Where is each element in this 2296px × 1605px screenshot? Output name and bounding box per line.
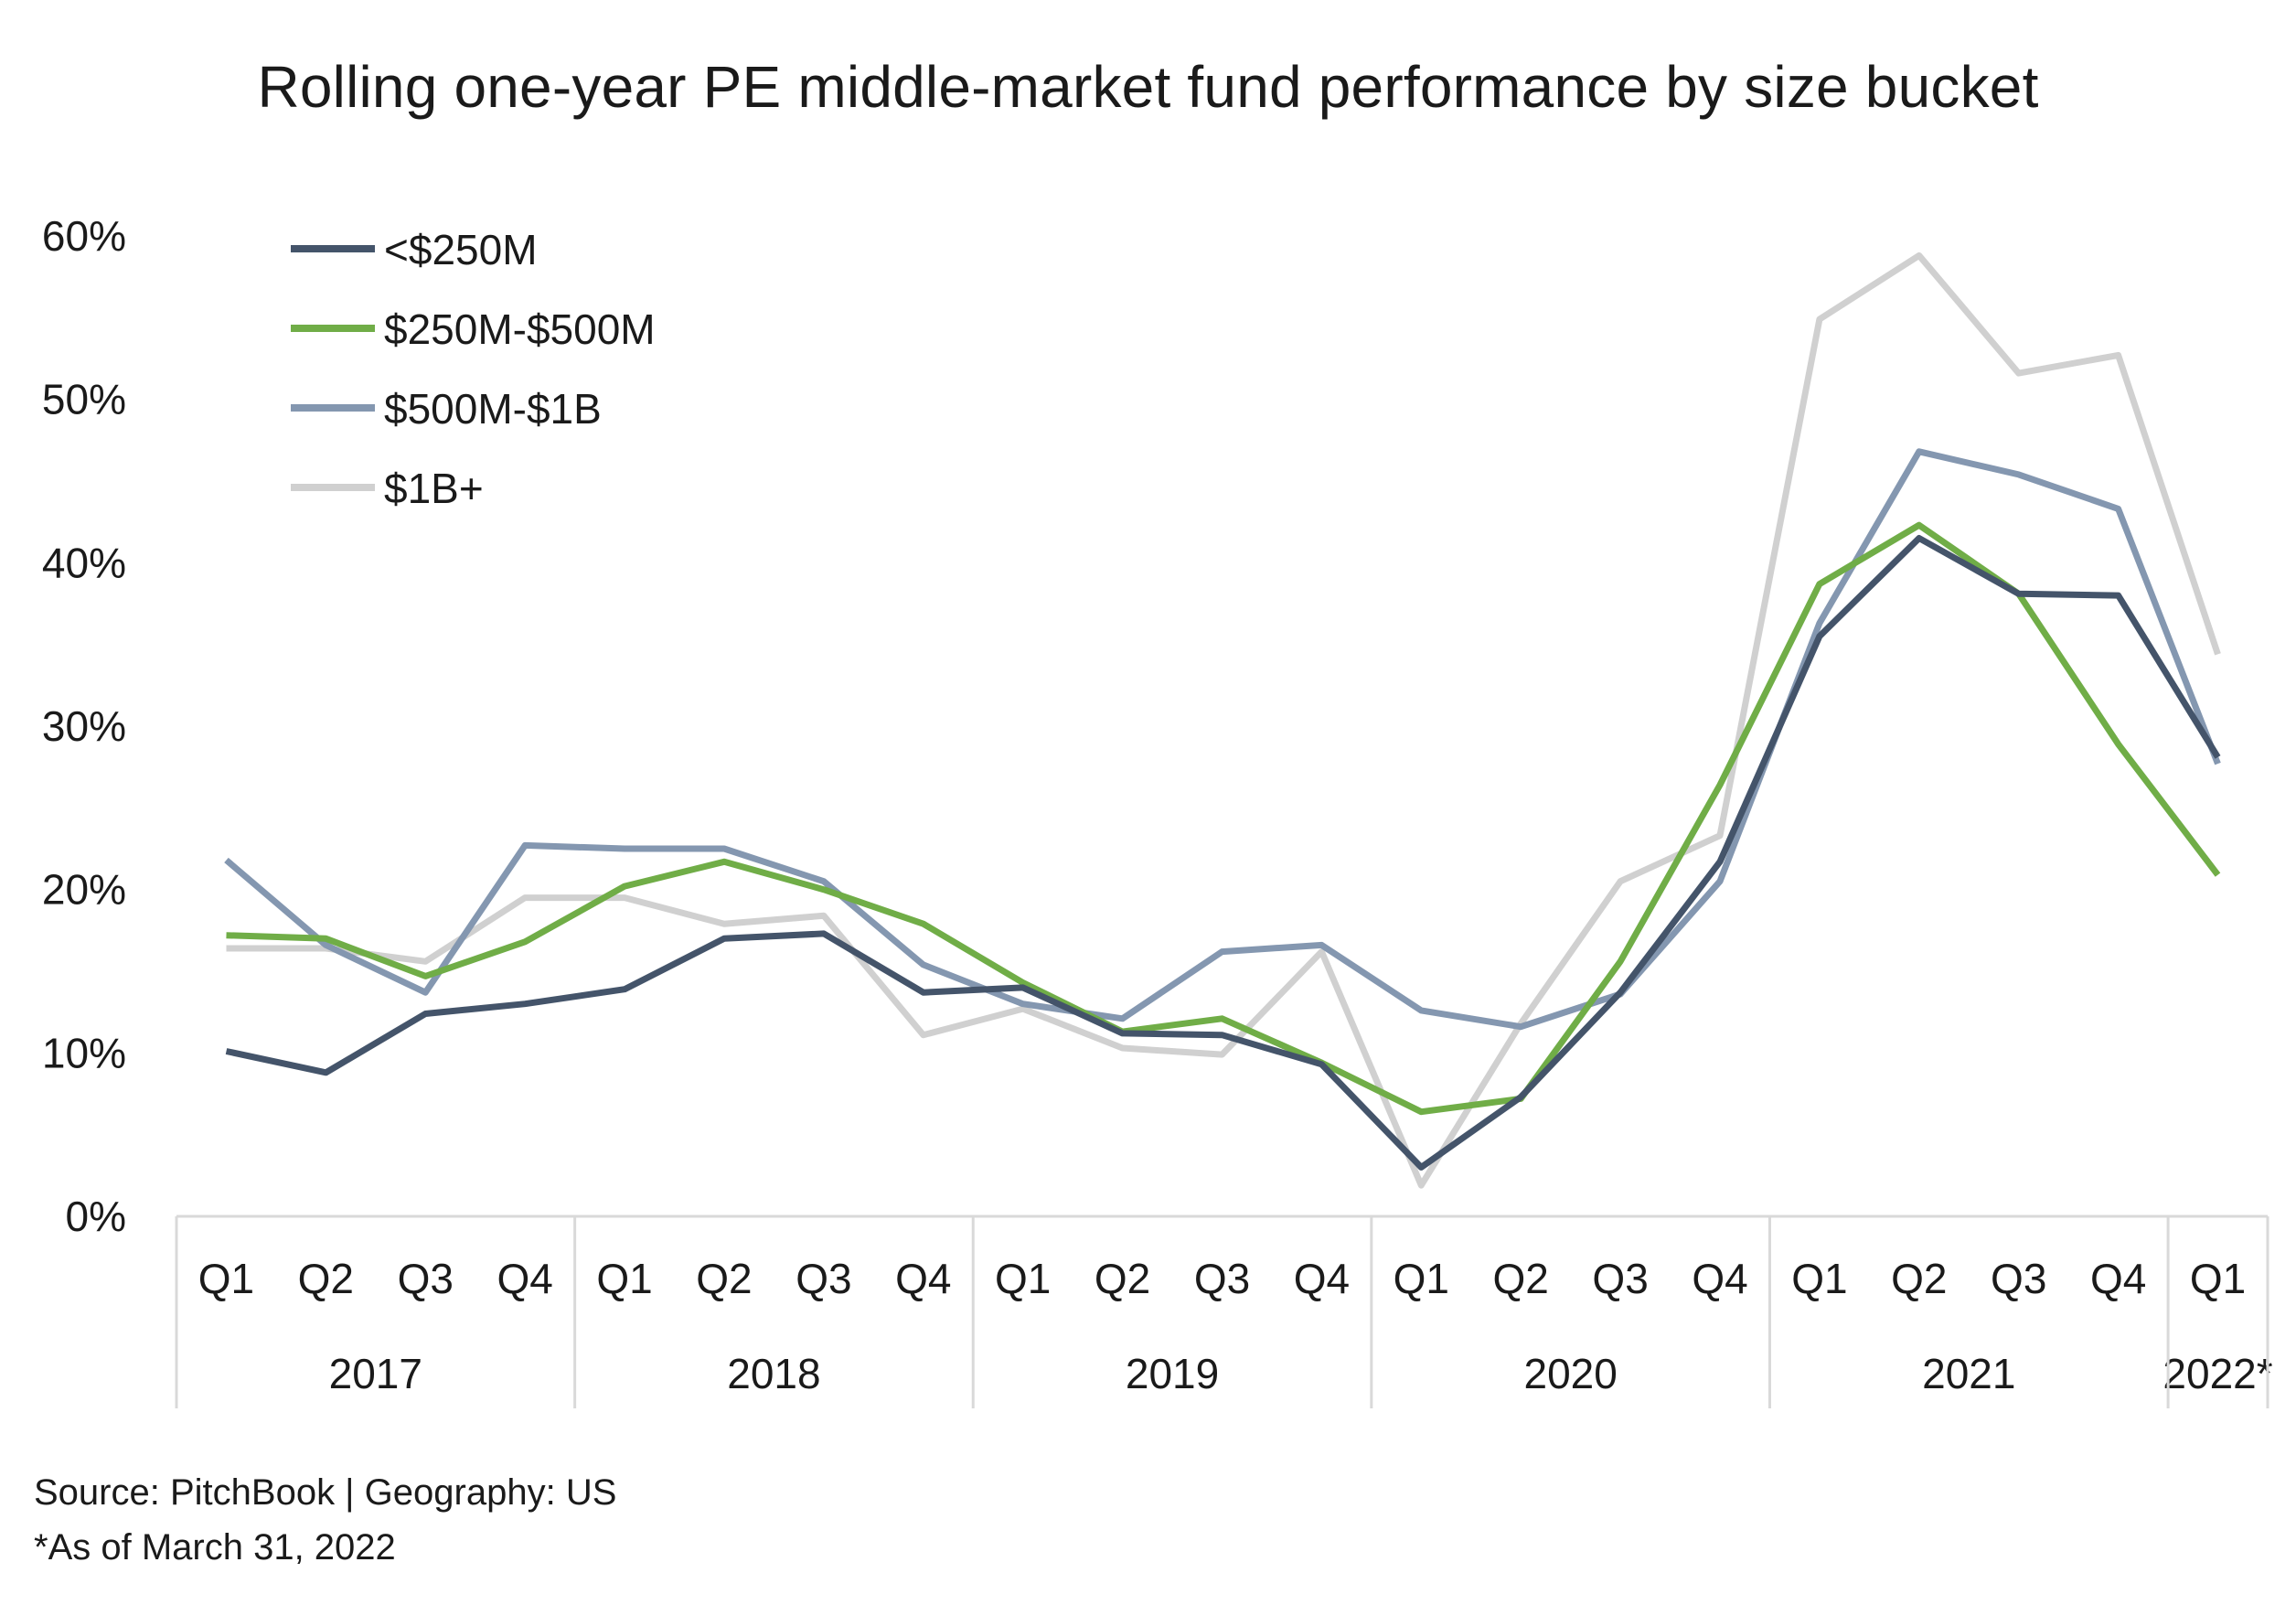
legend-label: $500M-$1B <box>384 385 602 433</box>
legend-label: $1B+ <box>384 465 484 512</box>
y-tick-label: 30% <box>42 702 126 750</box>
x-tick-label: Q4 <box>2090 1255 2146 1302</box>
series-line-1 <box>225 535 2221 1171</box>
series-layer <box>224 251 2221 1189</box>
year-label: 2018 <box>727 1350 820 1397</box>
y-tick-label: 20% <box>42 866 126 914</box>
year-label: 2020 <box>1523 1350 1617 1397</box>
year-label: 2021 <box>1922 1350 2015 1397</box>
legend: <$250M $250M-$500M $500M-$1B $1B+ <box>291 226 656 512</box>
x-tick-label: Q3 <box>1194 1255 1250 1302</box>
axis-layer: 0% 10% 20% 30% 40% 50% 60% Q1 Q2 Q3 Q4 Q1 Q2 Q3 Q4 Q1 Q2… <box>42 212 2273 1408</box>
y-tick-label: 0% <box>66 1193 126 1240</box>
x-tick-label: Q4 <box>1692 1255 1747 1302</box>
x-tick-label: Q4 <box>895 1255 951 1302</box>
chart-title: Rolling one-year PE middle-market fund p… <box>257 54 2039 120</box>
legend-label: <$250M <box>384 226 538 273</box>
x-tick-label: Q3 <box>1592 1255 1648 1302</box>
legend-label: $250M-$500M <box>384 305 656 353</box>
x-tick-label: Q4 <box>497 1255 552 1302</box>
x-tick-label: Q3 <box>398 1255 454 1302</box>
series-line-2 <box>226 521 2221 1116</box>
x-tick-label: Q2 <box>1493 1255 1549 1302</box>
x-tick-label: Q2 <box>1095 1255 1150 1302</box>
x-tick-label: Q2 <box>298 1255 354 1302</box>
y-tick-label: 10% <box>42 1029 126 1076</box>
as-of-note: *As of March 31, 2022 <box>34 1527 396 1568</box>
line-chart: 0% 10% 20% 30% 40% 50% 60% Q1 Q2 Q3 Q4 Q1 Q2 Q3 Q4 Q1 Q2… <box>42 212 2273 1408</box>
x-tick-label: Q1 <box>596 1255 652 1302</box>
y-tick-label: 60% <box>42 212 126 260</box>
y-tick-label: 40% <box>42 539 126 586</box>
x-tick-label: Q1 <box>995 1255 1051 1302</box>
year-label: 2017 <box>329 1350 422 1397</box>
chart-plot-area: 0% 10% 20% 30% 40% 50% 60% Q1 Q2 Q3 Q4 Q1 Q2 Q3 Q4 Q1 Q2… <box>42 212 2273 1408</box>
series-line-4 <box>226 251 2221 1189</box>
y-tick-label: 50% <box>42 376 126 423</box>
year-label: 2019 <box>1126 1350 1219 1397</box>
series-line-3 <box>224 448 2221 1031</box>
source-note: Source: PitchBook | Geography: US <box>34 1472 617 1513</box>
x-tick-label: Q3 <box>796 1255 851 1302</box>
x-tick-label: Q1 <box>1791 1255 1847 1302</box>
x-tick-label: Q2 <box>696 1255 752 1302</box>
year-label: 2022* <box>2163 1350 2272 1397</box>
x-tick-label: Q3 <box>1991 1255 2046 1302</box>
x-tick-label: Q2 <box>1891 1255 1947 1302</box>
x-tick-label: Q1 <box>2190 1255 2246 1302</box>
x-tick-label: Q1 <box>1394 1255 1449 1302</box>
x-tick-label: Q1 <box>198 1255 254 1302</box>
x-tick-label: Q4 <box>1294 1255 1350 1302</box>
